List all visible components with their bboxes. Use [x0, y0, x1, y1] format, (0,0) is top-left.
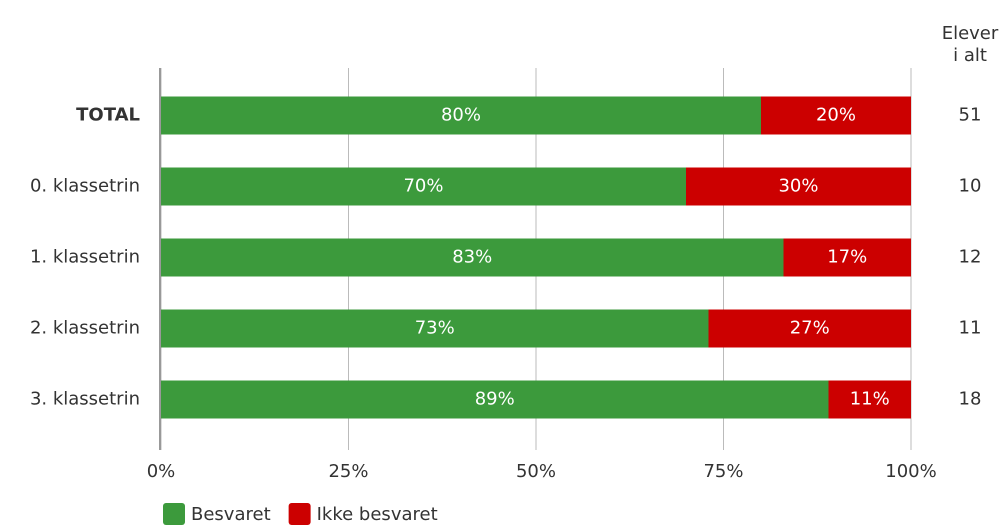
- data-label: 89%: [475, 389, 515, 410]
- data-label: 73%: [415, 318, 455, 339]
- y-tick-label: 1. klassetrin: [30, 247, 140, 268]
- total-value: 18: [959, 389, 982, 410]
- total-value: 10: [959, 176, 982, 197]
- y-tick-label: 0. klassetrin: [30, 176, 140, 197]
- bar-segment: [161, 167, 686, 206]
- bar-segment: [783, 238, 911, 277]
- y-tick-label: 2. klassetrin: [30, 318, 140, 339]
- bar-segment: [708, 309, 911, 348]
- x-tick-label: 0%: [147, 461, 176, 482]
- legend-swatch: [163, 503, 185, 525]
- x-tick-label: 25%: [328, 461, 368, 482]
- y-tick-label: 3. klassetrin: [30, 389, 140, 410]
- legend-label: Besvaret: [191, 504, 271, 525]
- data-label: 30%: [778, 176, 818, 197]
- data-label: 80%: [441, 105, 481, 126]
- x-tick-label: 100%: [885, 461, 936, 482]
- data-label: 83%: [452, 247, 492, 268]
- totals-header: i alt: [953, 45, 987, 66]
- bar-segment: [161, 96, 761, 135]
- data-label: 27%: [790, 318, 830, 339]
- total-value: 12: [959, 247, 982, 268]
- x-tick-label: 50%: [516, 461, 556, 482]
- total-value: 51: [959, 105, 982, 126]
- legend-label: Ikke besvaret: [317, 504, 438, 525]
- data-label: 70%: [403, 176, 443, 197]
- totals-header: Elever: [942, 23, 999, 44]
- bar-segment: [161, 309, 709, 348]
- data-label: 20%: [816, 105, 856, 126]
- x-tick-label: 75%: [703, 461, 743, 482]
- bar-segment: [686, 167, 911, 206]
- y-tick-label: TOTAL: [76, 105, 140, 126]
- bar-segment: [161, 380, 829, 419]
- bar-segment: [761, 96, 911, 135]
- data-label: 17%: [827, 247, 867, 268]
- legend-swatch: [288, 503, 311, 525]
- bar-segment: [161, 238, 784, 277]
- data-label: 11%: [850, 389, 890, 410]
- bar-segment: [828, 380, 911, 419]
- total-value: 11: [959, 318, 982, 339]
